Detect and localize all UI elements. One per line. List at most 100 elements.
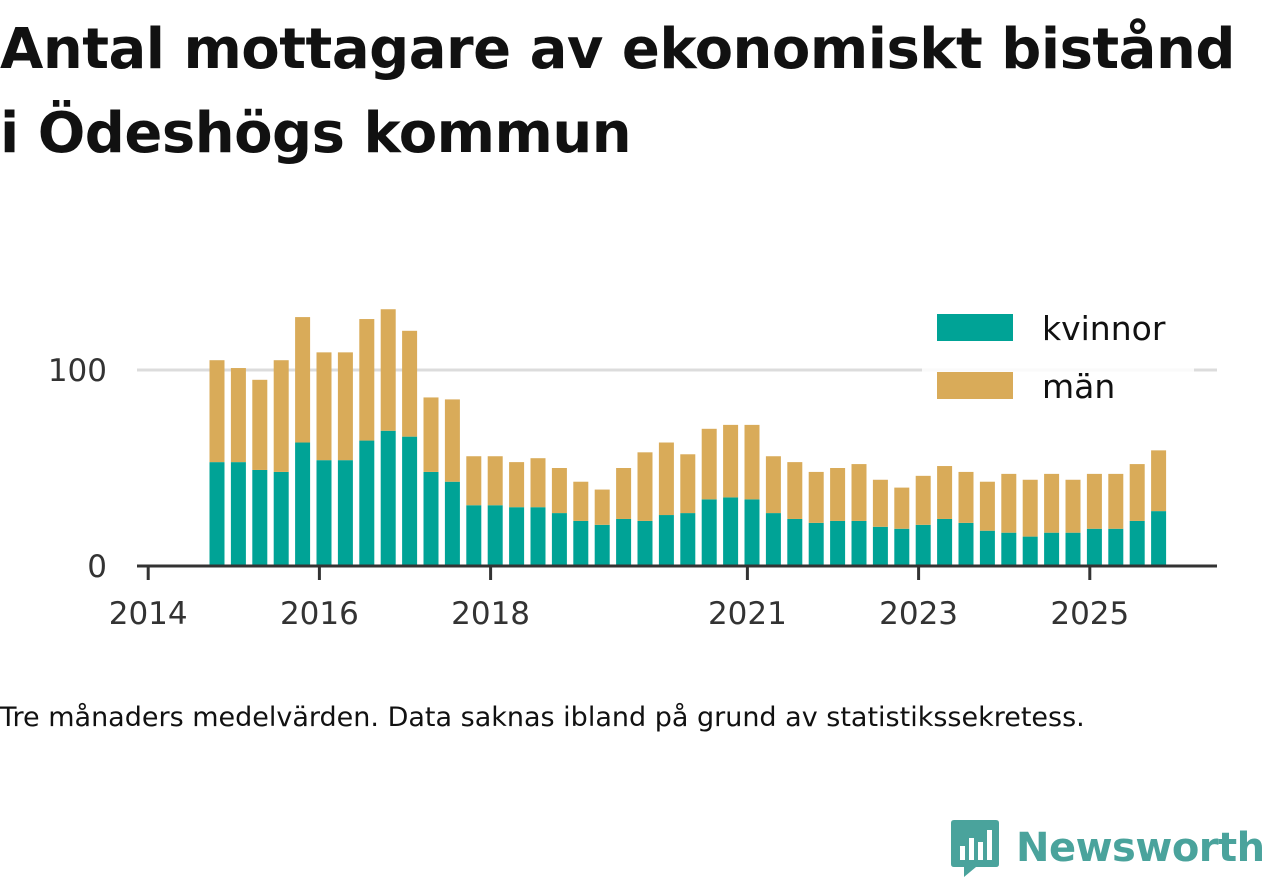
bar-man <box>1108 473 1124 529</box>
brand-name: Newsworthy <box>1016 825 1262 871</box>
legend-swatch <box>937 372 1013 399</box>
bar-man <box>680 454 696 514</box>
bar-kvinnor <box>1044 532 1060 566</box>
bar-man <box>530 458 546 508</box>
bar-man <box>872 479 888 527</box>
bar-man <box>402 330 418 437</box>
bar-kvinnor <box>958 522 974 566</box>
bar-man <box>551 468 567 514</box>
bar-kvinnor <box>359 440 375 566</box>
bar-kvinnor <box>509 507 525 566</box>
bar-kvinnor <box>252 469 268 566</box>
bar-man <box>444 399 460 482</box>
bar-kvinnor <box>594 524 610 566</box>
bar-man <box>1001 473 1017 533</box>
bar-chart: 2014 2016 2018 2021 2023 2025 0 100 kvinnor män <box>47 309 1217 632</box>
bar-man <box>701 428 717 500</box>
x-tick-label: 2025 <box>1050 596 1129 632</box>
y-axis: 0 100 <box>48 353 107 585</box>
bar-man <box>851 464 867 521</box>
bar-man <box>723 424 739 498</box>
bar-man <box>787 462 803 519</box>
bar-kvinnor <box>444 481 460 566</box>
bar-man <box>1065 479 1081 533</box>
bar-man <box>423 397 439 472</box>
bar-kvinnor <box>337 460 353 566</box>
bar-kvinnor <box>723 497 739 566</box>
bar-man <box>295 317 311 443</box>
bar-kvinnor <box>551 513 567 566</box>
bar-kvinnor <box>530 507 546 566</box>
bars <box>209 309 1167 566</box>
bar-kvinnor <box>701 499 717 566</box>
bar-kvinnor <box>937 518 953 566</box>
bar-man <box>1151 450 1167 512</box>
bar-man <box>894 487 910 529</box>
bar-kvinnor <box>295 442 311 566</box>
bar-kvinnor <box>1151 511 1167 566</box>
bar-man <box>808 471 824 523</box>
bar-man <box>1044 473 1060 533</box>
bar-man <box>937 466 953 519</box>
bar-man <box>1086 473 1102 529</box>
chart-title: Antal mottagare av ekonomiskt bistånd i … <box>0 17 1235 166</box>
bar-kvinnor <box>787 518 803 566</box>
x-tick-label: 2018 <box>451 596 530 632</box>
bar-kvinnor <box>209 462 225 566</box>
x-tick-label: 2023 <box>879 596 958 632</box>
x-tick-label: 2016 <box>280 596 359 632</box>
bar-kvinnor <box>1065 532 1081 566</box>
bar-man <box>979 481 995 531</box>
bar-kvinnor <box>637 520 653 566</box>
bar-man <box>573 481 589 521</box>
bar-kvinnor <box>573 520 589 566</box>
bar-kvinnor <box>423 471 439 566</box>
bar-man <box>1022 479 1038 537</box>
bar-man <box>466 456 482 506</box>
bar-man <box>830 468 846 521</box>
bar-kvinnor <box>680 513 696 566</box>
bar-kvinnor <box>316 460 332 566</box>
chart-caption: Tre månaders medelvärden. Data saknas ib… <box>0 702 1085 733</box>
bar-man <box>658 442 674 516</box>
bar-kvinnor <box>1022 536 1038 566</box>
bar-man <box>252 379 268 470</box>
bar-man <box>637 452 653 521</box>
bar-man <box>594 489 610 525</box>
brand[interactable]: Newsworthy <box>950 818 1262 878</box>
bar-kvinnor <box>1129 520 1145 566</box>
bar-kvinnor <box>915 524 931 566</box>
bar-kvinnor <box>230 462 246 566</box>
bar-man <box>273 360 289 472</box>
bar-kvinnor <box>872 526 888 566</box>
bar-kvinnor <box>616 518 632 566</box>
bar-kvinnor <box>1108 528 1124 566</box>
bar-man <box>209 360 225 463</box>
bar-kvinnor <box>380 430 396 566</box>
x-tick-label: 2021 <box>708 596 787 632</box>
bar-kvinnor <box>979 530 995 566</box>
bar-kvinnor <box>808 522 824 566</box>
y-tick-label: 100 <box>48 353 107 389</box>
bar-man <box>509 462 525 508</box>
bar-kvinnor <box>765 513 781 566</box>
legend-swatch <box>937 314 1013 341</box>
bar-kvinnor <box>487 505 503 566</box>
bar-kvinnor <box>830 520 846 566</box>
bar-man <box>765 456 781 514</box>
bar-kvinnor <box>273 471 289 566</box>
bar-man <box>1129 464 1145 521</box>
bar-man <box>616 468 632 519</box>
legend-label: kvinnor <box>1042 309 1166 348</box>
y-tick-label: 0 <box>87 549 107 585</box>
bar-kvinnor <box>1086 528 1102 566</box>
bar-man <box>487 456 503 506</box>
x-axis: 2014 2016 2018 2021 2023 2025 <box>109 564 1217 632</box>
bar-man <box>958 471 974 523</box>
bar-kvinnor <box>851 520 867 566</box>
bar-man <box>915 475 931 525</box>
bar-man <box>230 368 246 463</box>
x-tick-label: 2014 <box>109 596 188 632</box>
bar-kvinnor <box>658 515 674 566</box>
bar-man <box>359 319 375 441</box>
